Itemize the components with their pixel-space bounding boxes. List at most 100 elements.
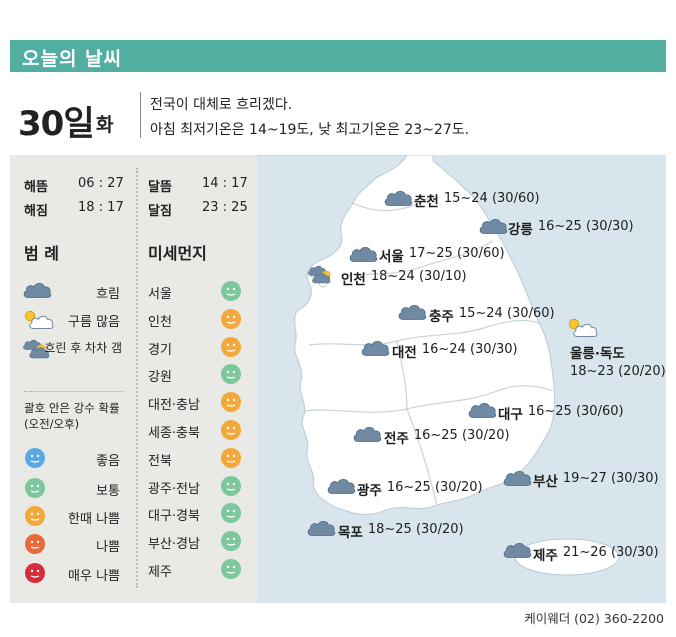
page-title: 오늘의 날씨 bbox=[22, 48, 123, 70]
footer-source: 케이웨더 (02) 360-2200 bbox=[524, 611, 664, 626]
city-name: 대구 bbox=[498, 407, 523, 423]
city-temperature: 16~25 (30/20) bbox=[386, 480, 483, 495]
cloud-icon bbox=[398, 304, 427, 320]
moonset-label: 달짐 bbox=[148, 204, 172, 219]
summary-line-1: 전국이 대체로 흐리겠다. bbox=[150, 97, 293, 113]
city-name: 제주 bbox=[533, 548, 558, 564]
city-temperature: 15~24 (30/60) bbox=[443, 191, 540, 206]
dust-region-face-icon bbox=[220, 391, 242, 413]
column-divider bbox=[136, 168, 139, 588]
city-name: 울릉·독도 bbox=[570, 346, 625, 362]
cloud-icon bbox=[349, 246, 378, 262]
moonrise-label: 달뜸 bbox=[148, 180, 172, 195]
city-name: 춘천 bbox=[414, 194, 439, 210]
dust-level-face-icon bbox=[24, 447, 46, 469]
summary-line-2: 아침 최저기온은 14~19도, 낮 최고기온은 23~27도. bbox=[150, 122, 470, 138]
legend-title: 범 례 bbox=[24, 244, 60, 263]
dust-level-label: 매우 나쁨 bbox=[68, 569, 120, 584]
dust-level-face-icon bbox=[24, 477, 46, 499]
dust-level-label: 나쁨 bbox=[96, 540, 120, 555]
korean-peninsula-map bbox=[257, 155, 556, 516]
dust-level-label: 좋음 bbox=[96, 454, 120, 469]
fine-dust-title: 미세먼지 bbox=[148, 244, 207, 263]
cloud-icon bbox=[503, 470, 532, 486]
dust-region-face-icon bbox=[220, 558, 242, 580]
city-temperature: 16~25 (30/20) bbox=[413, 428, 510, 443]
city-temperature: 16~25 (30/30) bbox=[537, 219, 634, 234]
dust-region-name: 광주·전남 bbox=[148, 481, 200, 497]
moonrise-time: 14 : 17 bbox=[202, 176, 248, 191]
dust-level-label: 한때 나쁨 bbox=[68, 512, 120, 527]
legend-label-partly-cloudy: 구름 많음 bbox=[68, 315, 120, 330]
dust-region-face-icon bbox=[220, 475, 242, 497]
city-temperature: 18~24 (30/10) bbox=[370, 269, 467, 284]
dust-region-face-icon bbox=[220, 308, 242, 330]
partly-cloudy-icon bbox=[568, 318, 598, 337]
dust-region-face-icon bbox=[220, 363, 242, 385]
header-divider bbox=[140, 92, 141, 138]
cloud-then-clear-icon bbox=[308, 265, 331, 284]
sunrise-label: 해뜸 bbox=[24, 180, 48, 195]
dust-region-face-icon bbox=[220, 419, 242, 441]
dust-region-name: 인천 bbox=[148, 314, 172, 330]
city-temperature: 18~25 (30/20) bbox=[367, 522, 464, 537]
map-panel bbox=[257, 155, 666, 603]
legend-separator bbox=[24, 391, 124, 392]
dust-region-name: 제주 bbox=[148, 565, 172, 580]
date-number: 30일 bbox=[18, 104, 95, 144]
city-temperature: 16~24 (30/30) bbox=[421, 342, 518, 357]
city-name: 광주 bbox=[357, 483, 382, 499]
cloud-icon bbox=[22, 280, 52, 300]
dust-region-name: 세종·충북 bbox=[148, 426, 200, 441]
dust-level-face-icon bbox=[24, 505, 46, 527]
cloud-icon bbox=[353, 426, 382, 442]
title-bar bbox=[10, 40, 666, 72]
cloud-icon bbox=[307, 520, 336, 536]
sunset-label: 해짐 bbox=[24, 204, 48, 219]
dust-region-name: 경기 bbox=[148, 342, 172, 358]
dust-level-label: 보통 bbox=[96, 484, 120, 499]
dust-region-face-icon bbox=[220, 530, 242, 552]
cloud-icon bbox=[479, 218, 508, 234]
precip-note-am-pm: (오전/오후) bbox=[24, 417, 80, 431]
city-temperature: 17~25 (30/60) bbox=[408, 246, 505, 261]
city-name: 전주 bbox=[384, 431, 409, 447]
sunset-time: 18 : 17 bbox=[78, 200, 124, 215]
dust-region-name: 강원 bbox=[148, 370, 172, 386]
city-temperature: 15~24 (30/60) bbox=[458, 306, 555, 321]
dust-region-name: 서울 bbox=[148, 287, 172, 302]
city-temperature: 18~23 (20/20) bbox=[570, 364, 666, 379]
city-name: 목포 bbox=[338, 525, 363, 541]
dust-region-face-icon bbox=[220, 336, 242, 358]
cloud-icon bbox=[384, 190, 413, 206]
dust-level-face-icon bbox=[24, 562, 46, 584]
city-name: 인천 bbox=[341, 272, 366, 288]
city-name: 충주 bbox=[429, 309, 454, 325]
city-temperature: 19~27 (30/30) bbox=[562, 471, 659, 486]
city-name: 대전 bbox=[392, 345, 417, 361]
city-temperature: 21~26 (30/30) bbox=[562, 545, 659, 560]
legend-label-cloudy: 흐림 bbox=[96, 287, 120, 302]
city-temperature: 16~25 (30/60) bbox=[527, 404, 624, 419]
cloud-icon bbox=[503, 542, 532, 558]
dust-region-face-icon bbox=[220, 280, 242, 302]
sunrise-time: 06 : 27 bbox=[78, 176, 124, 191]
cloud-icon bbox=[468, 402, 497, 418]
city-name: 서울 bbox=[379, 249, 404, 265]
day-of-week: 화 bbox=[96, 114, 114, 136]
dust-level-face-icon bbox=[24, 533, 46, 555]
moonset-time: 23 : 25 bbox=[202, 200, 248, 215]
legend-label-cloud-then-clear: 흐린 후 차차 갬 bbox=[44, 341, 122, 355]
cloud-icon bbox=[327, 478, 356, 494]
dust-region-name: 전북 bbox=[148, 453, 172, 469]
dust-region-name: 대전·충남 bbox=[148, 398, 200, 414]
left-panel bbox=[10, 155, 257, 603]
dust-region-name: 부산·경남 bbox=[148, 537, 200, 553]
dust-region-name: 대구·경북 bbox=[148, 509, 200, 525]
cloud-icon bbox=[361, 340, 390, 356]
city-name: 강릉 bbox=[508, 222, 533, 238]
city-name: 부산 bbox=[533, 474, 558, 490]
precip-note: 괄호 안은 강수 확률 bbox=[24, 401, 120, 415]
dust-region-face-icon bbox=[220, 447, 242, 469]
dust-region-face-icon bbox=[220, 502, 242, 524]
